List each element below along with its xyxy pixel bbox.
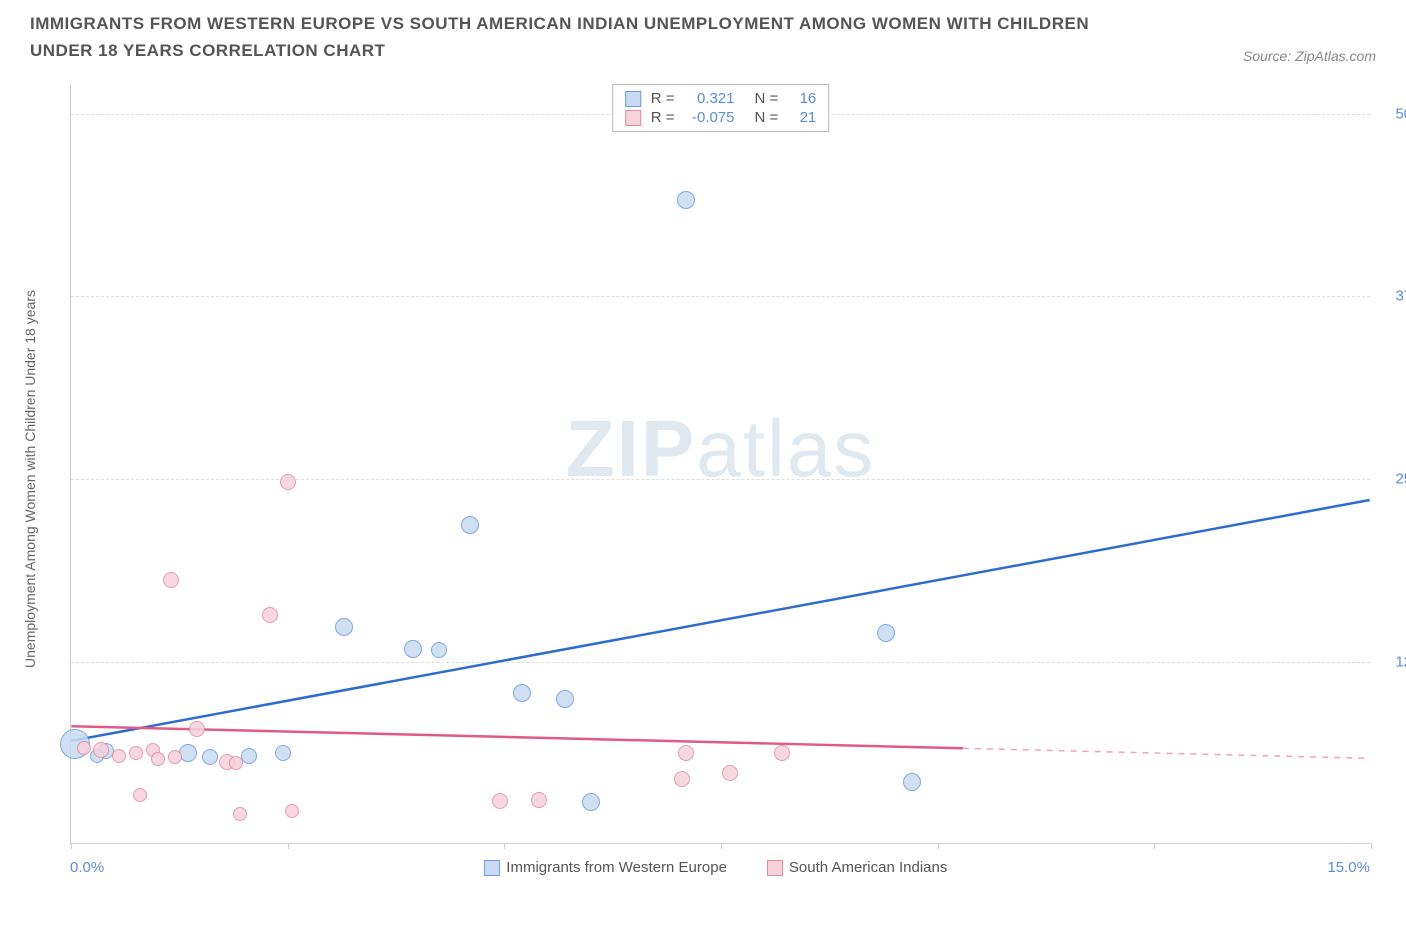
legend-row: R = 0.321 N = 16 xyxy=(625,89,817,108)
data-point xyxy=(112,749,126,763)
data-point xyxy=(93,742,109,758)
y-tick-label: 12.5% xyxy=(1378,653,1406,670)
legend-n-label: N = xyxy=(755,90,779,107)
gridline xyxy=(71,662,1370,663)
data-point xyxy=(431,642,447,658)
data-point xyxy=(262,607,278,623)
series-legend: Immigrants from Western Europe South Amer… xyxy=(104,859,1327,876)
y-tick-label: 50.0% xyxy=(1378,105,1406,122)
data-point xyxy=(280,474,296,490)
y-tick-label: 37.5% xyxy=(1378,288,1406,305)
correlation-legend: R = 0.321 N = 16 R = -0.075 N = 21 xyxy=(612,84,830,132)
data-point xyxy=(674,771,690,787)
data-point xyxy=(129,746,143,760)
x-axis-max: 15.0% xyxy=(1327,859,1370,876)
chart-title: IMMIGRANTS FROM WESTERN EUROPE VS SOUTH … xyxy=(30,10,1130,64)
gridline xyxy=(71,296,1370,297)
legend-r-value: -0.075 xyxy=(685,109,735,126)
data-point xyxy=(151,752,165,766)
data-point xyxy=(241,748,257,764)
x-axis-min: 0.0% xyxy=(70,859,104,876)
legend-swatch xyxy=(625,110,641,126)
series-legend-item: South American Indians xyxy=(767,859,947,876)
x-tick xyxy=(1154,843,1155,849)
x-tick xyxy=(938,843,939,849)
series-legend-item: Immigrants from Western Europe xyxy=(484,859,727,876)
legend-n-label: N = xyxy=(755,109,779,126)
data-point xyxy=(556,690,574,708)
data-point xyxy=(722,765,738,781)
data-point xyxy=(404,640,422,658)
legend-r-value: 0.321 xyxy=(685,90,735,107)
data-point xyxy=(677,191,695,209)
legend-swatch xyxy=(767,860,783,876)
x-axis: 0.0% Immigrants from Western Europe South… xyxy=(70,859,1370,876)
data-point xyxy=(133,788,147,802)
data-point xyxy=(461,516,479,534)
data-point xyxy=(233,807,247,821)
header: IMMIGRANTS FROM WESTERN EUROPE VS SOUTH … xyxy=(10,10,1396,74)
y-tick-label: 25.0% xyxy=(1378,470,1406,487)
x-tick xyxy=(721,843,722,849)
source-citation: Source: ZipAtlas.com xyxy=(1243,48,1376,64)
data-point xyxy=(275,745,291,761)
legend-swatch xyxy=(484,860,500,876)
legend-n-value: 16 xyxy=(788,90,816,107)
data-point xyxy=(202,749,218,765)
x-tick xyxy=(504,843,505,849)
data-point xyxy=(168,750,182,764)
data-point xyxy=(229,756,243,770)
data-point xyxy=(774,745,790,761)
series-label: South American Indians xyxy=(789,859,947,876)
series-label: Immigrants from Western Europe xyxy=(506,859,727,876)
data-point xyxy=(531,792,547,808)
data-point xyxy=(492,793,508,809)
x-tick xyxy=(1371,843,1372,849)
legend-r-label: R = xyxy=(651,109,675,126)
legend-n-value: 21 xyxy=(788,109,816,126)
x-tick xyxy=(71,843,72,849)
x-tick xyxy=(288,843,289,849)
data-point xyxy=(513,684,531,702)
data-point xyxy=(285,804,299,818)
gridline xyxy=(71,479,1370,480)
scatter-plot: ZIPatlas R =0.321N =16R =-0.075N =21 12.… xyxy=(70,84,1370,844)
data-point xyxy=(189,721,205,737)
data-point xyxy=(582,793,600,811)
regression-lines xyxy=(71,84,1370,843)
data-point xyxy=(903,773,921,791)
legend-r-label: R = xyxy=(651,90,675,107)
legend-swatch xyxy=(625,91,641,107)
data-point xyxy=(678,745,694,761)
data-point xyxy=(163,572,179,588)
data-point xyxy=(335,618,353,636)
legend-row: R = -0.075 N = 21 xyxy=(625,108,817,127)
data-point xyxy=(77,741,91,755)
data-point xyxy=(877,624,895,642)
y-axis-label: Unemployment Among Women with Children U… xyxy=(22,290,38,668)
watermark: ZIPatlas xyxy=(566,403,875,495)
chart-area: Unemployment Among Women with Children U… xyxy=(10,74,1396,884)
